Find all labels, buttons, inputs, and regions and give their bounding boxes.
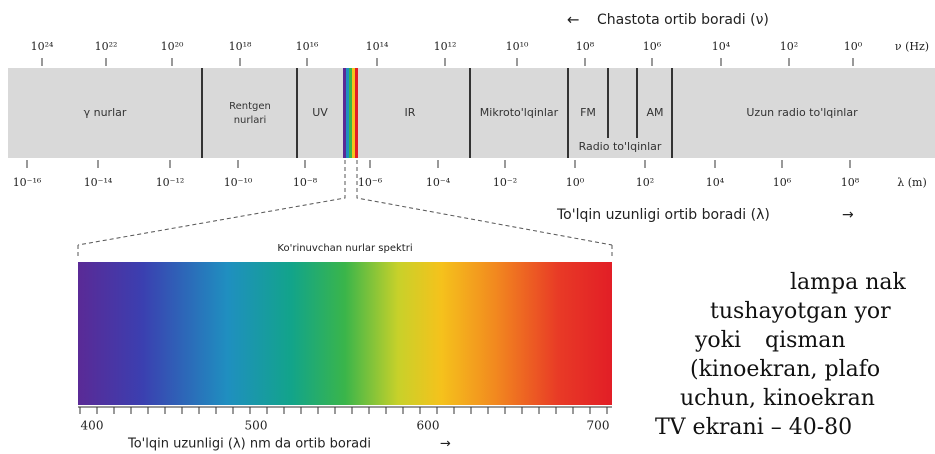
frequency-tick-label: 10⁶: [643, 40, 662, 53]
wavelength-tick-label: 10⁻⁶: [358, 176, 383, 189]
visible-tick-label: 600: [417, 419, 440, 433]
wavelength-tick-label: λ (m): [897, 176, 926, 189]
wavelength-tick-label: 10⁻⁸: [293, 176, 318, 189]
wavelength-tick-label: 10⁰: [566, 176, 585, 189]
frequency-tick-label: 10²²: [95, 40, 118, 53]
frequency-tick-label: 10⁸: [576, 40, 595, 53]
visible-title: Ko'rinuvchan nurlar spektri: [277, 243, 412, 254]
frequency-tick-label: 10¹⁴: [366, 40, 389, 53]
band-label: nurlari: [234, 115, 267, 126]
visible-tick-label: 700: [587, 419, 610, 433]
spectrum-bar: [8, 68, 935, 158]
band-label: Mikroto'lqinlar: [480, 106, 559, 119]
band-label: γ nurlar: [84, 106, 127, 119]
text-line: TV ekrani – 40-80: [655, 415, 852, 440]
text-line: (kinoekran, plafo: [690, 357, 880, 382]
wavelength-tick-label: 10⁻¹⁶: [13, 176, 42, 189]
frequency-tick-label: ν (Hz): [895, 40, 929, 53]
band-label: Radio to'lqinlar: [579, 140, 662, 153]
text-line: uchun, kinoekran: [680, 386, 875, 411]
wavelength-tick-label: 10⁻¹²: [156, 176, 185, 189]
text-line: tushayotgan yor: [710, 299, 891, 324]
content: 10²⁴ 10²² 10²⁰ 10¹⁸ 10¹⁶ 10¹⁴ 10¹² 10¹⁰ 10⁸ 10⁶ 10…: [13, 40, 929, 440]
text-line: qisman: [765, 328, 846, 353]
frequency-tick-label: 10¹⁸: [229, 40, 252, 53]
wavelength-tick-label: 10⁸: [841, 176, 860, 189]
visible-tick-label: 400: [81, 419, 104, 433]
visible-axis-label: To'lqin uzunligi (λ) nm da ortib boradi: [127, 437, 371, 452]
wavelength-tick-label: 10⁻⁴: [426, 176, 451, 189]
wavelength-tick-label: 10⁴: [706, 176, 725, 189]
arrow: →: [440, 437, 451, 452]
wavelength-tick-label: 10⁻²: [493, 176, 517, 189]
band-label: FM: [580, 106, 596, 119]
frequency-tick-label: 10¹⁶: [296, 40, 319, 53]
band-label: AM: [646, 106, 663, 119]
wavelength-tick-label: 10⁶: [773, 176, 792, 189]
frequency-label: Chastota ortib boradi (ν): [597, 12, 769, 28]
wavelength-tick-label: 10²: [636, 176, 654, 189]
text-line: yoki: [694, 328, 741, 353]
band-label: UV: [312, 106, 328, 119]
wavelength-label: To'lqin uzunligi ortib boradi (λ): [556, 207, 770, 223]
frequency-tick-label: 10²⁰: [161, 40, 184, 53]
text-line: lampa nak: [790, 270, 906, 295]
frequency-tick-label: 10⁴: [712, 40, 731, 53]
arrow: ←: [567, 11, 580, 29]
zoom-lines: [77, 160, 613, 258]
visible-tick-label: 500: [245, 419, 268, 433]
frequency-tick-label: 10¹⁰: [506, 40, 529, 53]
band-label: Uzun radio to'lqinlar: [746, 106, 858, 119]
frequency-tick-label: 10²⁴: [31, 40, 54, 53]
arrow: →: [842, 207, 854, 223]
visible-spectrum: [78, 262, 612, 405]
band-dividers: [201, 68, 673, 158]
visible-strip: [343, 68, 358, 158]
frequency-tick-label: 10⁰: [844, 40, 863, 53]
band-label: IR: [405, 106, 416, 119]
wavelength-tick-label: 10⁻¹⁰: [224, 176, 253, 189]
frequency-tick-label: 10²: [780, 40, 798, 53]
frequency-tick-label: 10¹²: [434, 40, 457, 53]
band-label: Rentgen: [229, 101, 271, 112]
wavelength-tick-label: 10⁻¹⁴: [84, 176, 113, 189]
